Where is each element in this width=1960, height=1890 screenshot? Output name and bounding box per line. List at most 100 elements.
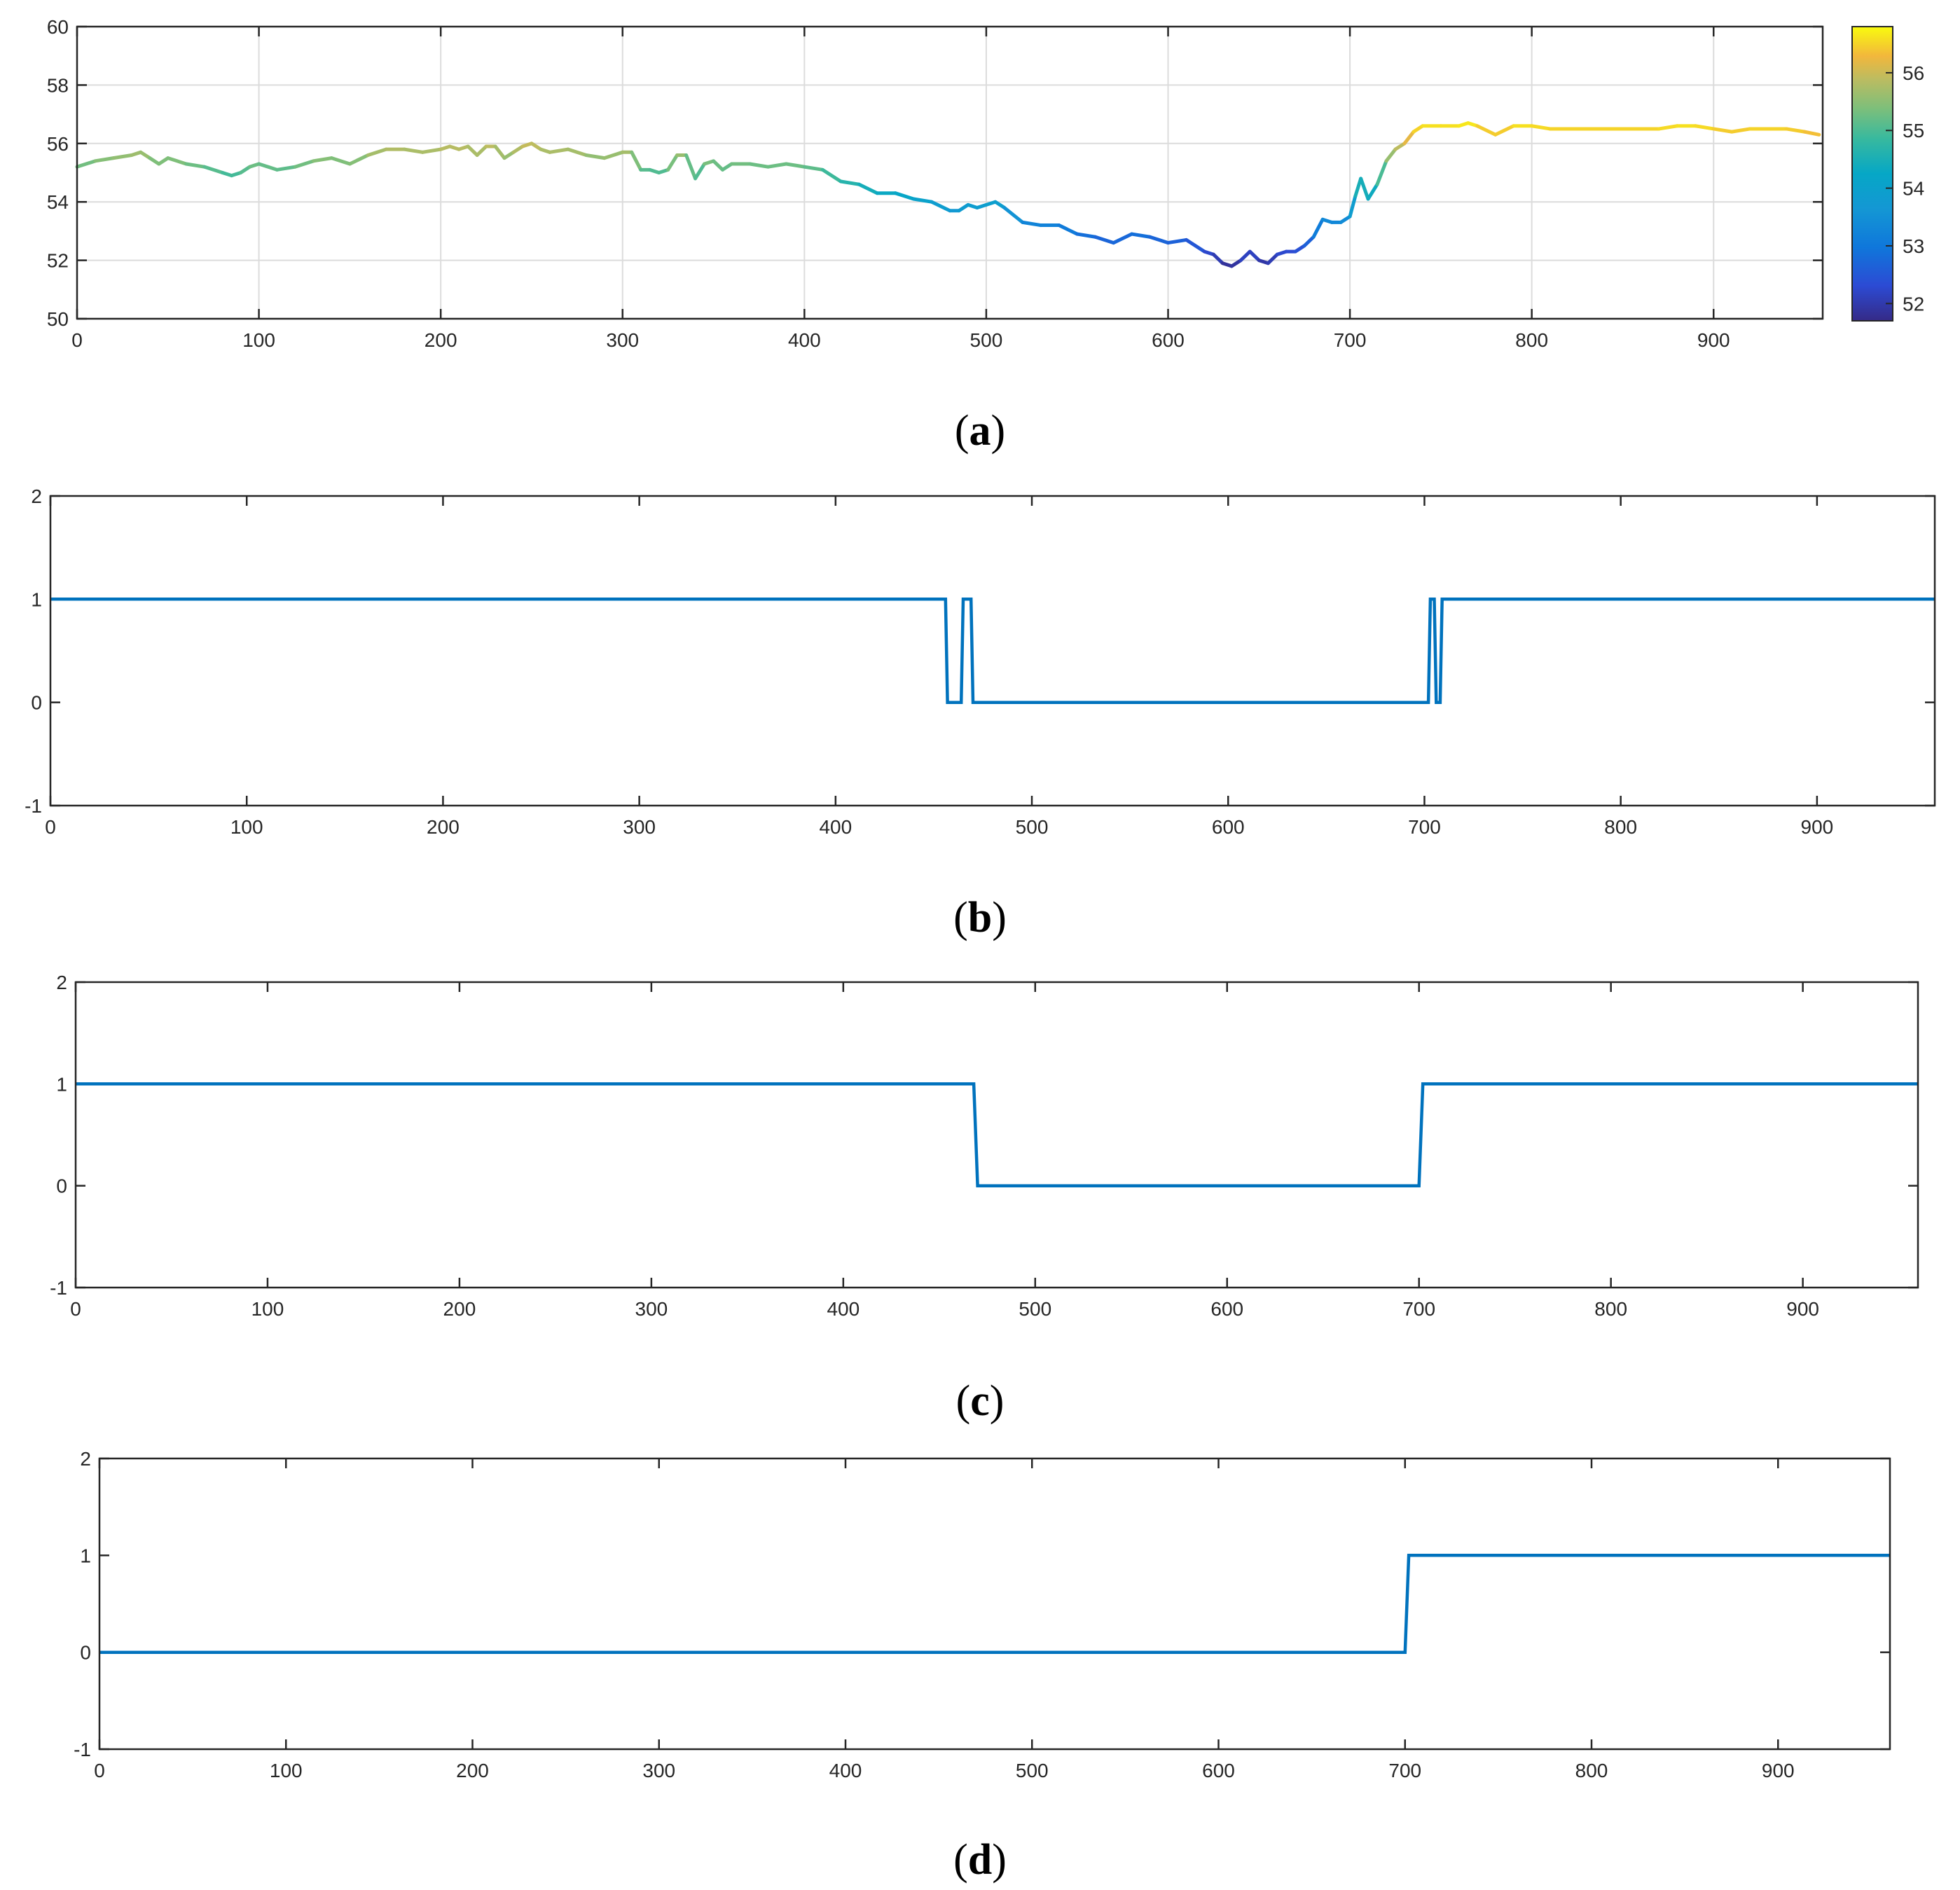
y-tick-label: 2	[31, 485, 42, 507]
plot-area	[77, 27, 1823, 319]
x-tick-label: 100	[251, 1298, 284, 1320]
series-segment	[1657, 124, 1679, 131]
x-tick-label: 200	[425, 329, 457, 351]
x-tick-label: 700	[1402, 1298, 1435, 1320]
x-tick-label: 800	[1604, 816, 1637, 838]
series-segment	[1493, 124, 1516, 137]
series-segment	[747, 162, 770, 169]
x-tick-label: 200	[443, 1298, 476, 1320]
y-tick-label: 1	[31, 588, 42, 610]
series-line	[99, 1554, 1890, 1654]
x-tick-label: 700	[1388, 1760, 1421, 1781]
panel-label-c-letter: c	[970, 1377, 990, 1425]
series-segment	[1166, 237, 1188, 245]
y-tick-label: 1	[56, 1073, 67, 1095]
series-segment	[1211, 252, 1224, 265]
series-segment	[930, 200, 952, 213]
series-segment	[366, 147, 388, 157]
series-segment	[1002, 206, 1025, 224]
x-tick-label: 600	[1212, 816, 1245, 838]
series-segment	[548, 147, 570, 154]
series-segment	[1711, 127, 1734, 134]
series-segment	[1093, 235, 1116, 245]
series-segment	[1112, 232, 1134, 245]
panel-label-a-letter: a	[969, 407, 991, 455]
series-segment	[75, 159, 97, 169]
series-segment	[1293, 244, 1306, 254]
x-tick-label: 200	[427, 816, 460, 838]
series-segment	[1802, 130, 1821, 137]
series-segment	[1384, 147, 1397, 163]
colorbar-tick-label: 55	[1903, 120, 1924, 142]
series-segment	[1530, 124, 1552, 131]
panel-label-b-letter: b	[968, 894, 992, 941]
x-tick-label: 600	[1152, 329, 1185, 351]
series-segment	[1057, 223, 1079, 236]
axes-box	[98, 1457, 1891, 1751]
series-segment	[1784, 127, 1807, 134]
x-tick-label: 500	[1016, 816, 1049, 838]
series-segment	[838, 179, 861, 186]
x-tick-label: 0	[94, 1760, 105, 1781]
x-tick-label: 0	[70, 1298, 81, 1320]
series-segment	[420, 147, 443, 154]
series-segment	[329, 156, 352, 166]
y-tick-label: 2	[56, 972, 67, 993]
series-segment	[802, 165, 824, 172]
series-segment	[630, 150, 643, 172]
y-tick-label: -1	[74, 1739, 91, 1760]
series-segment	[684, 153, 698, 181]
series-segment	[820, 167, 843, 184]
series-segment	[157, 156, 170, 166]
x-tick-label: 400	[829, 1760, 862, 1781]
x-tick-label: 0	[71, 329, 83, 351]
colorbar-tick-label: 52	[1903, 293, 1924, 315]
panel-label-c: (c)	[956, 1377, 1005, 1425]
y-tick-label: 0	[31, 692, 42, 714]
plot-area	[50, 496, 1935, 806]
series-segment	[257, 162, 279, 172]
series-segment	[311, 156, 333, 163]
x-tick-label: 100	[270, 1760, 303, 1781]
colorbar-tick-label: 53	[1903, 235, 1924, 257]
y-tick-label: 50	[47, 308, 69, 330]
x-tick-label: 500	[1016, 1760, 1049, 1781]
series-segment	[1248, 249, 1261, 263]
series-segment	[402, 147, 425, 154]
series-line	[76, 1082, 1918, 1187]
y-tick-label: 56	[47, 133, 69, 155]
series-segment	[347, 153, 370, 166]
series-segment	[139, 150, 152, 160]
x-tick-label: 600	[1202, 1760, 1235, 1781]
y-tick-label: 0	[80, 1642, 91, 1664]
y-tick-label: -1	[25, 795, 42, 817]
y-tick-label: 58	[47, 74, 69, 96]
series-segment	[475, 144, 488, 157]
series-line	[50, 598, 1935, 704]
colorbar	[1851, 26, 1893, 322]
series-segment	[584, 153, 607, 160]
axes-box	[76, 25, 1824, 320]
series-segment	[111, 153, 134, 160]
series-segment	[893, 191, 916, 201]
x-tick-label: 800	[1594, 1298, 1627, 1320]
series-segment	[1366, 182, 1379, 201]
y-tick-label: -1	[50, 1277, 67, 1299]
series-segment	[294, 159, 315, 169]
y-tick-label: 2	[80, 1448, 91, 1470]
y-tick-label: 0	[56, 1175, 67, 1197]
series-segment	[1148, 235, 1170, 245]
y-tick-label: 1	[80, 1545, 91, 1566]
series-segment	[911, 197, 934, 204]
series-segment	[202, 165, 225, 174]
series-segment	[1475, 124, 1498, 137]
series-segment	[721, 162, 733, 172]
panel-a: 0 100 200 300 400 500 600 700 800 900 50 52 54 56 58 60	[47, 16, 1824, 351]
series-segment	[93, 156, 116, 163]
series-segment	[502, 150, 516, 160]
series-segment	[1238, 249, 1252, 263]
